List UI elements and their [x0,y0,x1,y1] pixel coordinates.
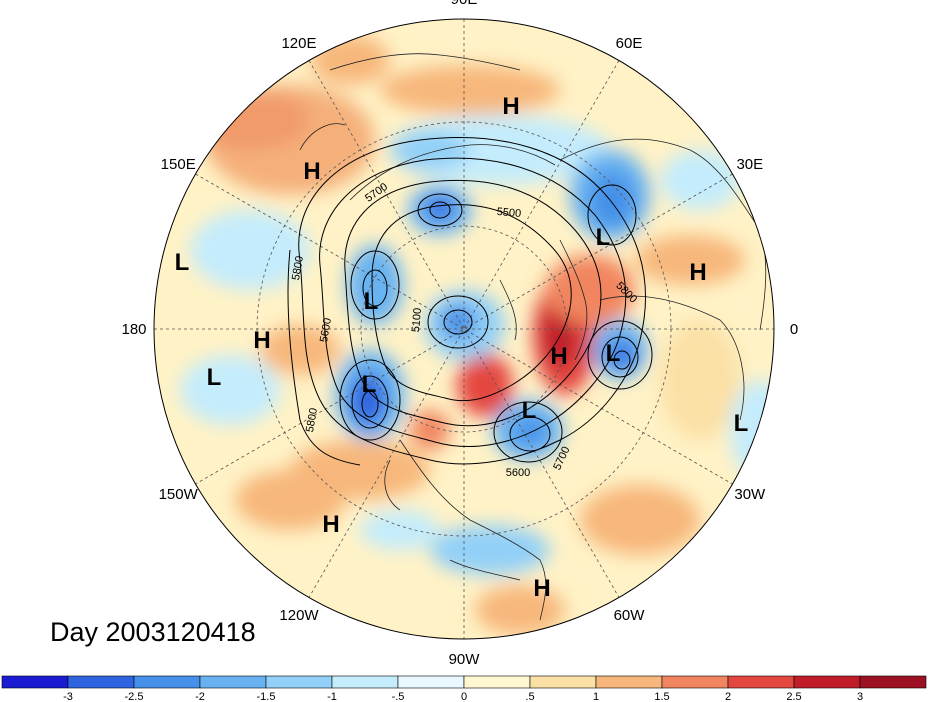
contour-value-label: 5800 [304,407,320,433]
colorbar-tick-label: 1.5 [654,691,669,702]
contour-value-label: 5600 [506,467,530,479]
low-pressure-label: L [734,410,749,437]
colorbar-tick-label: 0 [461,691,467,702]
contour-value-label: 5600 [318,317,334,343]
colorbar-tick-label: -.5 [392,691,405,702]
colorbar-swatch [133,675,201,689]
longitude-label: 60W [614,607,646,624]
longitude-label: 150E [161,156,196,173]
day-label: Day 2003120418 [50,617,256,647]
anomaly-field [154,19,774,639]
low-pressure-label: L [175,249,190,276]
longitude-label: 30E [736,156,763,173]
longitude-label: 90W [449,651,481,668]
colorbar-swatch [793,675,861,689]
colorbar-tick-label: -3 [63,691,73,702]
longitude-label: 60E [616,35,643,52]
map-border [153,18,775,640]
colorbar-swatch [595,675,663,689]
colorbar-tick-label: 1 [593,691,599,702]
colorbar-swatch [67,675,135,689]
low-pressure-label: L [207,364,222,391]
low-pressure-label: L [522,397,537,424]
colorbar-tick-label: -2.5 [125,691,144,702]
colorbar: -3 -2.5 -2 -1.5 -1 -.5 0 .5 1 1.5 2 2.5 3 [1,675,927,702]
colorbar-swatch [1,675,69,689]
colorbar-tick-label: -1.5 [257,691,276,702]
high-pressure-label: H [322,511,339,538]
colorbar-tick-label: -1 [327,691,337,702]
longitude-label: 150W [159,486,199,503]
contour-value-label: 5800 [290,255,306,281]
colorbar-swatch [397,675,465,689]
longitude-label: 120W [279,607,319,624]
longitude-label: 180 [121,321,146,338]
high-pressure-label: H [689,259,706,286]
longitude-label: 0 [790,321,798,338]
high-pressure-label: H [502,93,519,120]
colorbar-swatch [661,675,729,689]
colorbar-tick-label: 2.5 [786,691,801,702]
colorbar-tick-label: 3 [857,691,863,702]
contour-value-label: 5500 [496,206,521,220]
longitude-label: 120E [281,35,316,52]
colorbar-swatch [463,675,531,689]
longitude-label: 30W [734,486,766,503]
low-pressure-label: L [362,371,377,398]
coastlines [299,53,767,621]
colorbar-swatch [331,675,399,689]
colorbar-swatch [859,675,927,689]
colorbar-tick-label: 2 [725,691,731,702]
colorbar-swatch [265,675,333,689]
high-pressure-label: H [550,343,567,370]
high-pressure-label: H [253,327,270,354]
high-pressure-label: H [533,575,550,602]
longitude-label: 90E [451,0,478,8]
contour-value-label: 5100 [410,307,424,332]
height-contours [287,137,653,466]
longitude-labels: 90E 60E 30E 0 30W 60W 90W 120W 150W 180 150E 120E [121,0,798,668]
high-pressure-label: H [303,158,320,185]
colorbar-swatch [529,675,597,689]
colorbar-tick-label: .5 [525,691,534,702]
colorbar-tick-label: -2 [195,691,205,702]
colorbar-swatch [199,675,267,689]
colorbar-swatch [727,675,795,689]
low-pressure-label: L [596,224,611,251]
low-pressure-label: L [364,288,379,315]
low-pressure-label: L [606,340,621,367]
graticule [154,19,774,639]
